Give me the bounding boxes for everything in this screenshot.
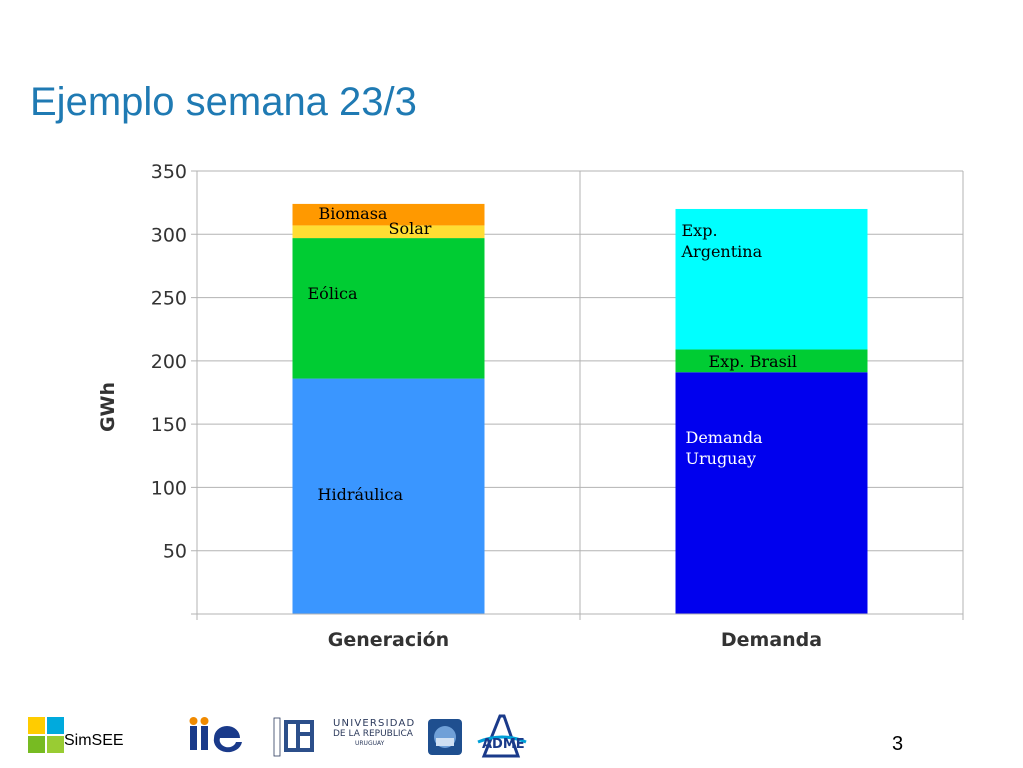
segment-label: Biomasa xyxy=(319,204,388,223)
y-tick-label: 150 xyxy=(151,414,187,436)
udelar-line1: UNIVERSIDAD xyxy=(333,718,416,729)
page-number: 3 xyxy=(892,733,904,755)
fing-logo-icon xyxy=(273,717,314,757)
udelar-line3: URUGUAY xyxy=(355,739,385,747)
udelar-logo: UNIVERSIDAD DE LA REPUBLICA URUGUAY xyxy=(333,718,423,747)
bar-segment-solar xyxy=(292,225,485,239)
segment-label: Hidráulica xyxy=(318,485,404,504)
bar-segment-biomasa xyxy=(292,203,485,226)
iie-logo-icon xyxy=(189,717,242,753)
svg-text:ADME: ADME xyxy=(482,737,525,752)
segment-label: Exp. Brasil xyxy=(709,352,798,371)
simsee-logo-icon xyxy=(28,717,64,753)
y-tick-label: 50 xyxy=(163,541,187,563)
segment-label: Demanda Uruguay xyxy=(686,428,764,468)
segment-label: Solar xyxy=(389,219,432,238)
x-category-label: Demanda xyxy=(721,629,822,651)
udelar-line2: DE LA REPUBLICA xyxy=(333,728,413,739)
y-tick-label: 300 xyxy=(151,224,187,246)
y-tick-label: 200 xyxy=(151,351,187,373)
y-axis-title: GWh xyxy=(97,382,119,432)
y-tick-label: 350 xyxy=(151,161,187,183)
bars xyxy=(292,203,868,614)
slide-title: Ejemplo semana 23/3 xyxy=(30,80,417,124)
bar-segment-e-lica xyxy=(292,238,485,379)
bar-segment-exp-brasil xyxy=(675,349,868,373)
segment-label: Exp. Argentina xyxy=(681,221,763,261)
bar-segment-hidr-ulica xyxy=(292,378,485,614)
y-tick-label: 100 xyxy=(151,477,187,499)
adme-logo-icon: ADME xyxy=(477,714,527,758)
x-category-label: Generación xyxy=(328,629,449,651)
bar-segment-exp-argentina xyxy=(675,208,868,350)
y-tick-label: 250 xyxy=(151,288,187,310)
bar-segment-demanda-uruguay xyxy=(675,372,868,614)
segment-label: Eólica xyxy=(308,284,359,303)
axes: 50 100 150 200 250 300 350 Generación Demanda xyxy=(151,161,963,651)
footer-brand-name: SimSEE xyxy=(64,732,124,749)
institution-crest-icon xyxy=(428,719,462,755)
